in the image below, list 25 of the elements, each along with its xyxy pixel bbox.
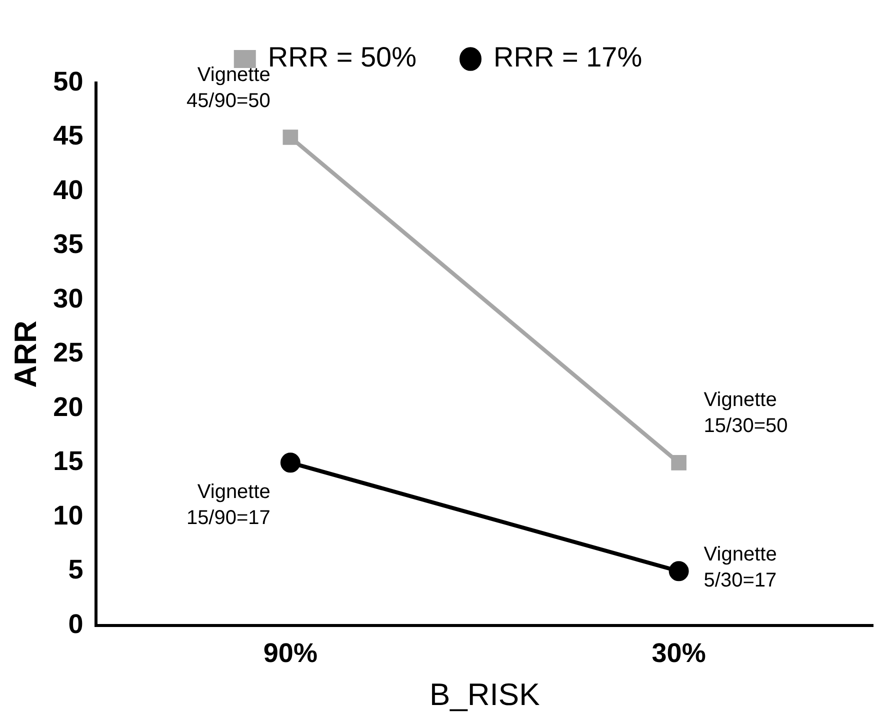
y-tick-label: 25 (53, 338, 84, 368)
y-tick-label: 40 (53, 174, 84, 205)
y-tick-label: 50 (53, 66, 84, 96)
x-tick-label: 90% (263, 638, 318, 668)
annotation: Vignette 45/90=50 (186, 64, 270, 112)
legend-label: RRR = 50% (268, 42, 417, 73)
annotation: Vignette 5/30=17 (704, 544, 777, 592)
y-tick-label: 30 (53, 283, 84, 314)
y-tick-label: 5 (68, 554, 84, 585)
point (282, 130, 298, 145)
y-tick-label: 35 (53, 229, 84, 260)
legend-label: RRR = 17% (494, 42, 642, 73)
y-tick-label: 15 (53, 446, 84, 476)
point (668, 561, 689, 582)
y-axis-title: ARR (8, 320, 44, 388)
y-tick-label: 10 (53, 500, 84, 530)
y-tick-label: 20 (53, 392, 84, 422)
y-tick-label: 0 (68, 608, 84, 639)
y-tick-label: 45 (53, 120, 84, 151)
point (280, 452, 300, 473)
annotation: Vignette 15/30=50 (704, 389, 788, 438)
x-tick-label: 30% (652, 638, 706, 668)
point (671, 455, 686, 470)
x-axis-title: B_RISK (429, 676, 540, 712)
annotation: Vignette 15/90=17 (186, 481, 270, 530)
